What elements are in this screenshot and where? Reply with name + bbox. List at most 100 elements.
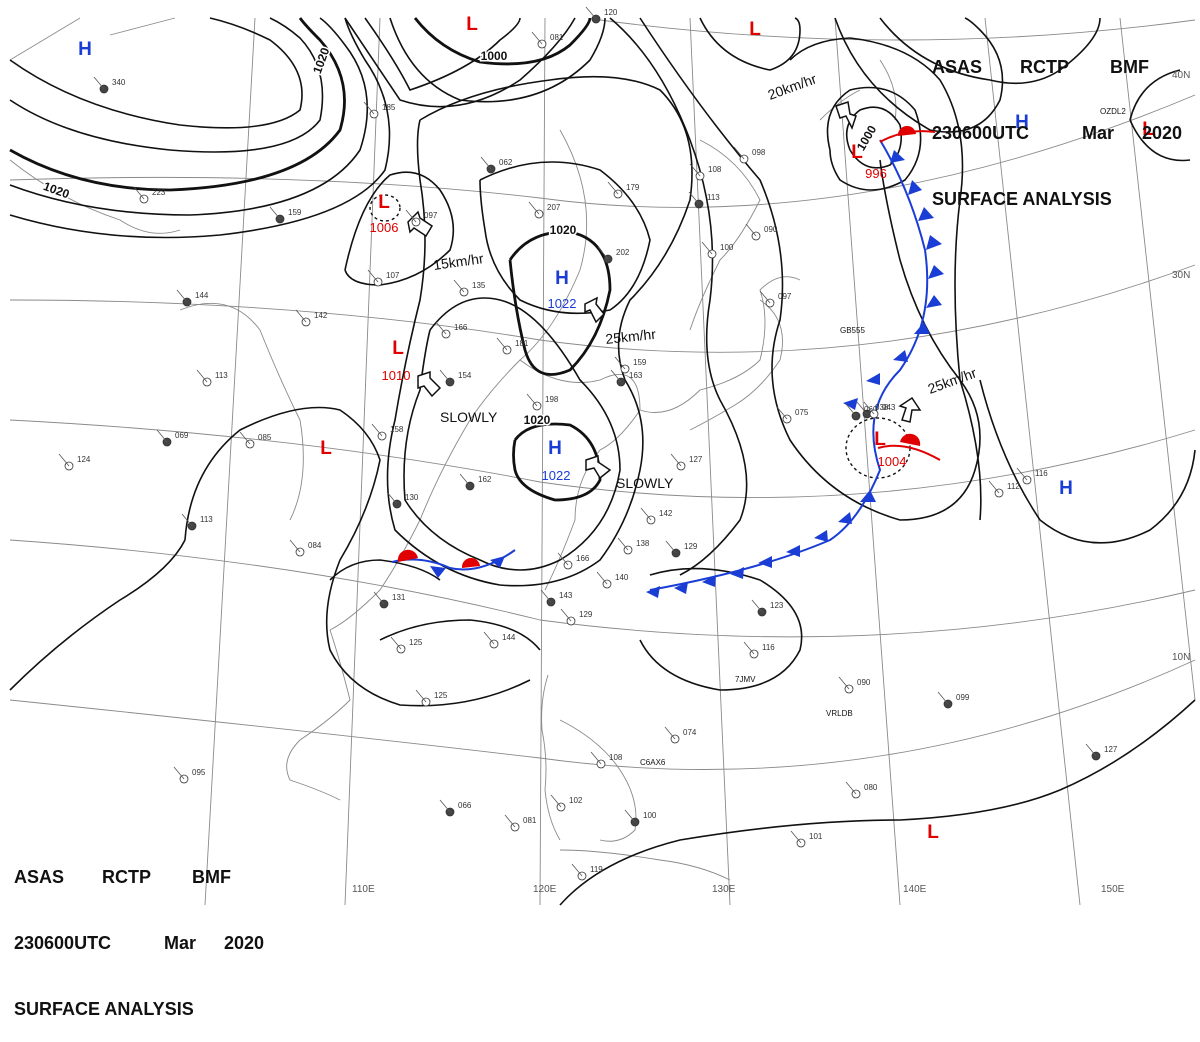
weather-map: 340 223 185 159 097 107 062 179 207 202 108 098 113 1… (9, 6, 1196, 906)
station-pressure-value: 060 (864, 405, 878, 414)
station-pressure-value: 074 (683, 728, 697, 737)
low-center-marker: L (320, 438, 332, 459)
low-center-marker: L (851, 142, 863, 163)
station-pressure-value: 099 (956, 693, 970, 702)
wind-barb (93, 76, 105, 90)
wind-barb (597, 246, 609, 260)
station-pressure-value: 166 (576, 554, 590, 563)
wind-barb (751, 599, 763, 613)
station-pressure-value: 159 (633, 358, 647, 367)
motion-arrows (407, 101, 922, 480)
station-pressure-value: 163 (629, 371, 643, 380)
isobar (9, 17, 369, 216)
coastline (286, 629, 351, 801)
station-pressure-value: 075 (795, 408, 809, 417)
station-pressure-value: 198 (545, 395, 559, 404)
wind-barb (640, 507, 652, 521)
station-pressure-value: 124 (77, 455, 91, 464)
meridian-line (834, 17, 901, 906)
header-month: Mar (164, 933, 197, 953)
station-pressure-value: 202 (616, 248, 630, 257)
isobar (834, 17, 1004, 133)
wind-barb (790, 830, 802, 844)
cold-front (649, 139, 929, 591)
longitude-label: 140E (903, 884, 927, 895)
coastline (819, 59, 897, 121)
header-center: RCTP (1020, 57, 1069, 77)
station-pressure-value: 144 (502, 633, 516, 642)
wind-barb (614, 356, 626, 370)
motion-label: 25km/hr (605, 326, 657, 347)
motion-arrow (417, 370, 442, 398)
isobar (329, 559, 441, 581)
station-pressure-value: 062 (499, 158, 513, 167)
station-pressure-value: 113 (200, 515, 213, 524)
coastline (559, 719, 637, 842)
isobar (9, 17, 391, 239)
coastline (559, 849, 731, 881)
wind-barb (526, 393, 538, 407)
station-pressure-value: 127 (689, 455, 703, 464)
isobar (979, 379, 1196, 544)
wind-barb (689, 163, 701, 177)
station-pressure-value: 100 (643, 811, 657, 820)
wind-barb (156, 429, 168, 443)
header-title: SURFACE ANALYSIS (932, 189, 1112, 209)
wind-barb (688, 191, 700, 205)
wind-barb (845, 403, 857, 417)
header-title: SURFACE ANALYSIS (14, 999, 194, 1019)
isobar (479, 161, 651, 315)
high-center-marker: H (78, 39, 92, 60)
station-pressure-value: 097 (424, 211, 438, 220)
station-plots: 340 223 185 159 097 107 062 179 207 202 108 098 113 1… (58, 6, 1118, 881)
center-pressure-label: 1022 (548, 296, 577, 311)
header-center: RCTP (102, 867, 151, 887)
wind-barb (439, 799, 451, 813)
meridian-line (109, 17, 256, 906)
station-pressure-value: 166 (454, 323, 468, 332)
latitude-label: 10N (1172, 652, 1190, 663)
wind-barb (289, 539, 301, 553)
wind-barb (176, 289, 188, 303)
isobar (386, 75, 693, 587)
isobar-label: 1020 (524, 413, 551, 427)
isobar (364, 17, 521, 91)
station-pressure-value: 066 (458, 801, 472, 810)
coastline (9, 159, 181, 234)
isobar (389, 17, 606, 103)
station-pressure-value: 185 (382, 103, 396, 112)
station-pressure-value: 112 (1007, 482, 1020, 491)
isobar (508, 230, 612, 376)
wind-barb (540, 589, 552, 603)
station-pressure-value: 108 (708, 165, 722, 174)
wind-barb (745, 223, 757, 237)
station-pressure-value: 143 (559, 591, 573, 600)
station-pressure-value: 162 (478, 475, 492, 484)
wind-barb (665, 540, 677, 554)
wind-barb (863, 401, 875, 415)
station-pressure-value: 125 (434, 691, 448, 700)
isobar (1129, 69, 1191, 162)
header-top-right: ASAS RCTP BMF 230600UTC Mar 2020 SURFACE ANA… (932, 12, 1182, 232)
warm-front-bump (900, 433, 921, 446)
wind-barb (607, 181, 619, 195)
wind-barb (550, 794, 562, 808)
wind-barb (1016, 467, 1028, 481)
wind-barb (371, 423, 383, 437)
station-pressure-value: 340 (112, 78, 126, 87)
station-pressure-value: 081 (523, 816, 537, 825)
wind-barb (610, 369, 622, 383)
wind-barb (776, 406, 788, 420)
isobar (512, 422, 602, 502)
wind-barb (590, 751, 602, 765)
coastline (519, 129, 641, 591)
station-pressure-value: 159 (288, 208, 302, 217)
dashed-isobar (369, 194, 401, 222)
low-center-marker: L (749, 19, 761, 40)
station-pressure-value: 084 (308, 541, 322, 550)
station-pressure-value: 081 (550, 33, 564, 42)
wind-barb (405, 209, 417, 223)
station-id-label: C6AX6 (640, 758, 666, 767)
isobar (413, 17, 592, 66)
low-center-marker: L (378, 192, 390, 213)
